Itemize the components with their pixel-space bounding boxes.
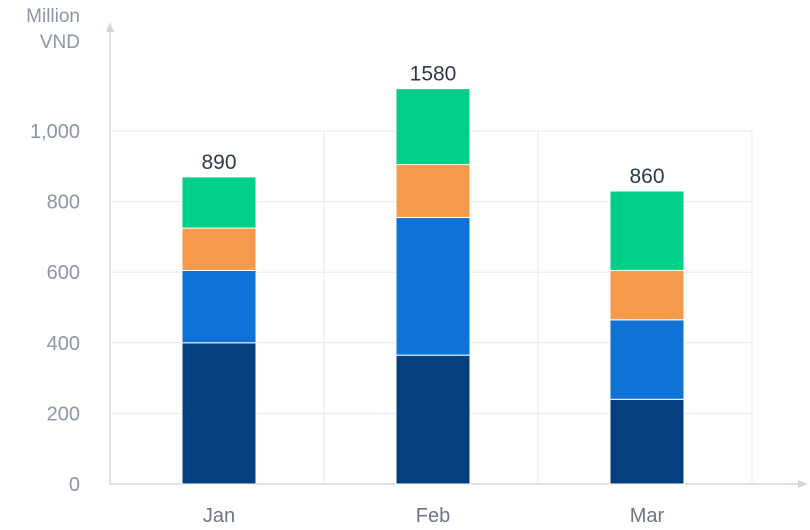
- y-tick-label: 200: [47, 403, 80, 425]
- y-tick-label: 1,000: [30, 121, 80, 143]
- y-tick-label: 400: [47, 333, 80, 355]
- x-tick-label: Mar: [630, 505, 665, 527]
- bar-segment: [395, 216, 471, 356]
- x-tick-label: Feb: [416, 505, 450, 527]
- bar-segment: [609, 269, 685, 321]
- bar-segment: [181, 269, 257, 344]
- y-axis-unit-line: VND: [40, 32, 80, 53]
- total-labels: 890 1580 860: [201, 63, 664, 188]
- bar-segment: [181, 227, 257, 271]
- bar-segment: [395, 354, 471, 485]
- x-tick-labels: Jan Feb Mar: [203, 505, 665, 527]
- bar-total-label: 890: [201, 151, 236, 174]
- x-tick-label: Jan: [203, 505, 235, 527]
- bar-segment: [609, 319, 685, 400]
- bars: [181, 88, 685, 485]
- y-tick-labels: 0 200 400 600 800 1,000: [30, 121, 80, 496]
- bar-segment: [395, 164, 471, 218]
- x-axis-arrow-icon: [798, 480, 808, 488]
- bar-segment: [395, 88, 471, 166]
- bar-segment: [181, 176, 257, 229]
- y-tick-label: 600: [47, 262, 80, 284]
- y-axis-unit-line: Million: [26, 6, 80, 27]
- bar-segment: [609, 190, 685, 271]
- bar-total-label: 1580: [410, 63, 457, 86]
- y-axis-unit-label: Million VND: [26, 6, 80, 53]
- bar-total-label: 860: [629, 165, 664, 188]
- bar-segment: [609, 398, 685, 485]
- y-axis-arrow-icon: [106, 22, 114, 32]
- y-tick-label: 0: [69, 474, 80, 496]
- y-tick-label: 800: [47, 192, 80, 214]
- bar-segment: [181, 342, 257, 485]
